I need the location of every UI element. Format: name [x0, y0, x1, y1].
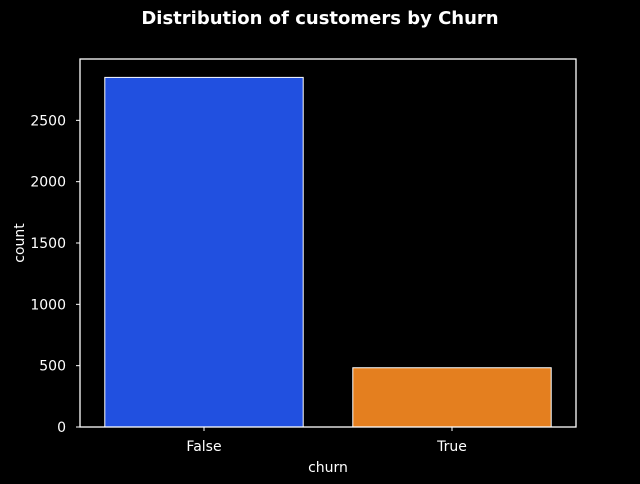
y-axis-label: count: [12, 223, 28, 263]
x-tick-label: True: [436, 439, 467, 455]
bar-false: [104, 76, 304, 428]
bar-true: [352, 367, 552, 428]
chart-title: Distribution of customers by Churn: [141, 8, 498, 29]
y-tick-label: 2000: [30, 175, 66, 191]
y-tick-label: 500: [39, 359, 66, 375]
axes-frame: [79, 58, 577, 428]
x-axis-label: churn: [308, 460, 348, 476]
y-tick-label: 1500: [30, 236, 66, 252]
y-axis-ticks: 0 500 1000 1500 2000 2500: [30, 113, 80, 436]
y-tick-label: 1000: [30, 297, 66, 313]
y-tick-label: 0: [57, 420, 66, 436]
x-tick-label: False: [186, 439, 221, 455]
y-tick-label: 2500: [30, 113, 66, 129]
x-axis-ticks: False True: [186, 427, 467, 455]
bars-layer: [104, 76, 552, 428]
